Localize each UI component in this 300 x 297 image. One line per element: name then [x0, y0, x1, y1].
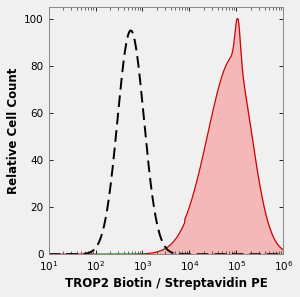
X-axis label: TROP2 Biotin / Streptavidin PE: TROP2 Biotin / Streptavidin PE: [64, 277, 267, 290]
Y-axis label: Relative Cell Count: Relative Cell Count: [7, 67, 20, 194]
